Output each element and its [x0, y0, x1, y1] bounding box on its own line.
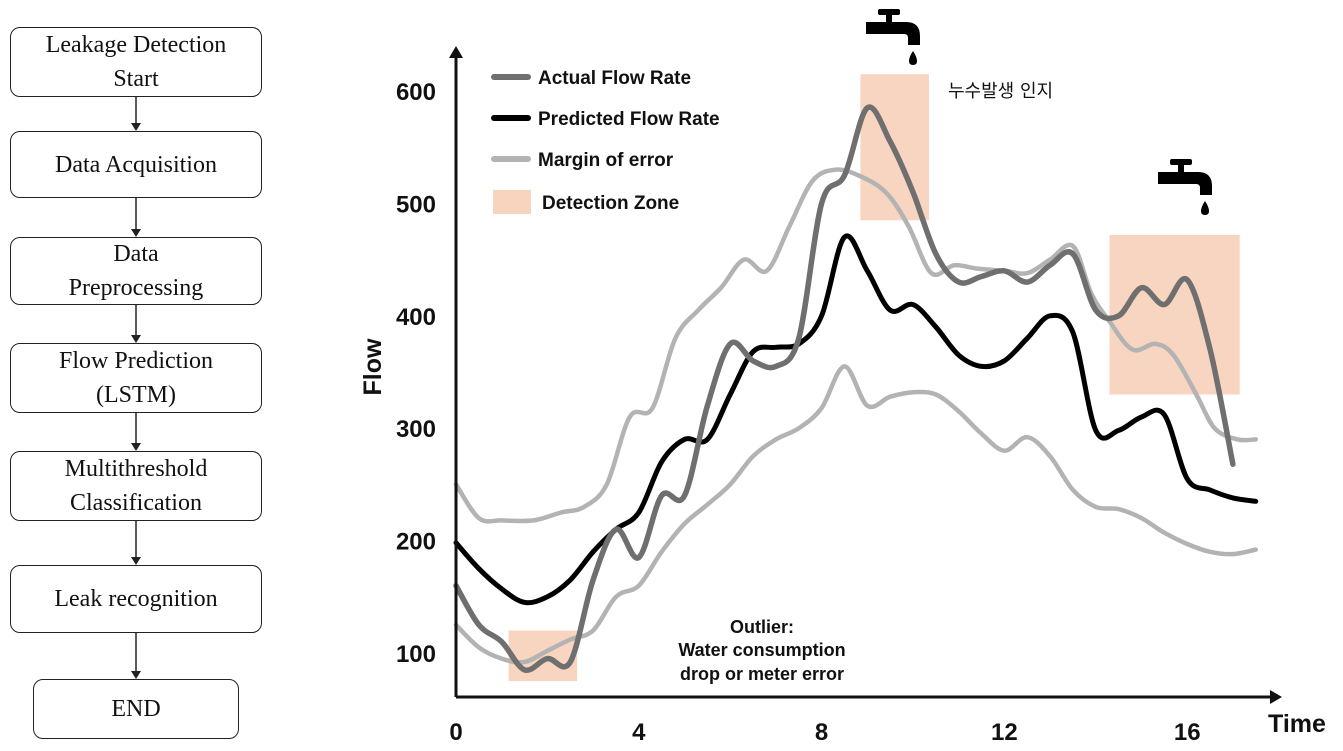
x-axis-title: Time: [1268, 710, 1326, 738]
flowchart-step-label: Data Acquisition: [55, 151, 217, 178]
flowchart-step-label: Flow Prediction: [59, 348, 213, 374]
y-axis-title: Flow: [359, 338, 387, 395]
flowchart-arrowhead: [131, 443, 141, 451]
flowchart-arrowhead: [131, 229, 141, 237]
x-tick-label: 4: [632, 719, 646, 746]
flowchart-arrowhead: [131, 671, 141, 679]
margin-of-error-lower-line: [453, 364, 1259, 665]
flowchart-step-leak-recognition: Leak recognition: [10, 565, 262, 633]
faucet-icon: [866, 9, 920, 65]
predicted-flow-rate-line: [453, 233, 1259, 606]
faucet-icon: [1158, 159, 1212, 215]
flowchart-arrowhead: [131, 557, 141, 565]
x-tick-label: 16: [1174, 719, 1201, 746]
actual-flow-rate-line: [453, 104, 1236, 673]
flowchart-step-label: Preprocessing: [68, 275, 204, 301]
flowchart-arrowhead: [131, 335, 141, 343]
flowchart-arrowhead: [131, 123, 141, 131]
y-tick-label: 200: [396, 529, 436, 556]
legend-swatch-detection-zone: [493, 190, 531, 214]
outlier-annotation: Outlier:: [730, 617, 794, 637]
x-axis-arrowhead: [1270, 690, 1282, 704]
y-tick-label: 100: [396, 641, 436, 668]
flowchart-step-data-acquisition: Data Acquisition: [10, 131, 262, 198]
legend-label: Margin of error: [538, 150, 674, 171]
flowchart-step-label: Leak recognition: [54, 586, 218, 612]
legend-label: Predicted Flow Rate: [538, 109, 720, 130]
flowchart-step-label: (LSTM): [96, 382, 176, 408]
flowchart-step-flow-prediction: Flow Prediction (LSTM): [10, 343, 262, 413]
y-tick-label: 300: [396, 416, 436, 443]
flowchart-step-label: Data: [113, 241, 159, 267]
x-tick-label: 0: [449, 719, 462, 746]
x-tick-label: 12: [991, 719, 1018, 746]
flowchart-step-label: Multithreshold: [64, 456, 208, 482]
flowchart-step-multithreshold-classification: Multithreshold Classification: [10, 451, 262, 521]
margin-of-error-upper-line: [453, 167, 1259, 524]
flowchart-step-data-preprocessing: Data Preprocessing: [10, 237, 262, 305]
y-tick-label: 400: [396, 304, 436, 331]
y-axis-arrowhead: [449, 46, 463, 58]
x-tick-label: 8: [815, 719, 828, 746]
legend-label: Detection Zone: [542, 193, 679, 214]
flowchart-step-label: Start: [113, 66, 159, 92]
y-tick-label: 500: [396, 191, 436, 218]
outlier-annotation: drop or meter error: [680, 664, 844, 684]
flowchart-step-end: END: [33, 679, 239, 739]
flowchart-step-label: Classification: [70, 490, 202, 516]
flowchart-step-label: Leakage Detection: [45, 32, 227, 58]
flowchart-step-start: Leakage Detection Start: [10, 27, 262, 97]
flowchart-step-label: END: [111, 696, 161, 722]
flowchart-arrows: [131, 97, 141, 679]
legend-label: Actual Flow Rate: [538, 68, 691, 89]
leak-recognition-annotation: 누수발생 인지: [948, 81, 1053, 102]
outlier-annotation: Water consumption: [678, 640, 845, 660]
detection-zone: [1109, 234, 1240, 395]
y-tick-label: 600: [396, 79, 436, 106]
